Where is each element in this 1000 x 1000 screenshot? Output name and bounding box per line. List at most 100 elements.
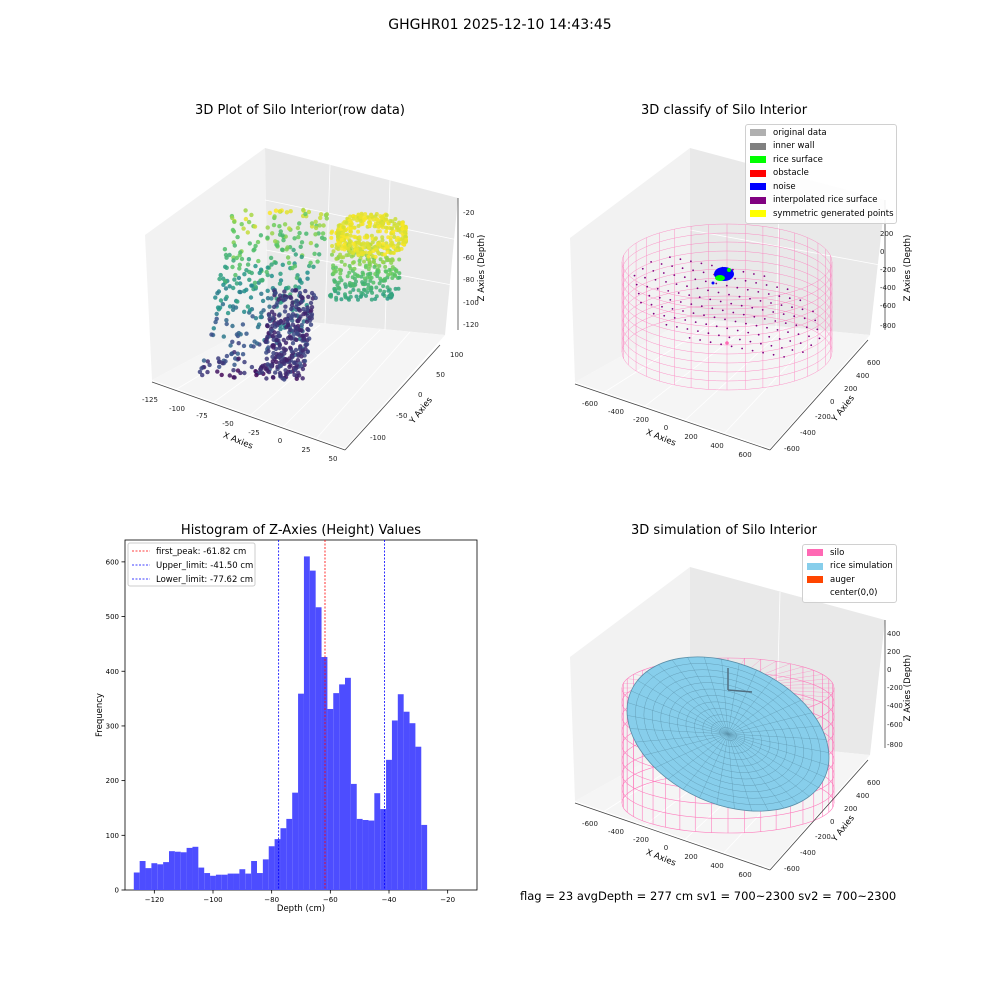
- histogram-title: Histogram of Z-Axies (Height) Values: [180, 523, 422, 538]
- raw-xtick: 25: [302, 446, 311, 454]
- x-tick-label: −60: [323, 896, 338, 904]
- histogram-bar: [380, 809, 387, 890]
- classify-ytick: 400: [856, 372, 869, 380]
- histogram-bar: [386, 759, 392, 890]
- sim-xtick: 400: [710, 862, 723, 870]
- classify-ytick: 200: [844, 385, 857, 393]
- y-tick-label: 100: [106, 832, 119, 840]
- classify-xtick: 0: [664, 424, 668, 432]
- sim-ztick: -800: [887, 741, 903, 749]
- sim-ztick: 0: [887, 666, 891, 674]
- raw-ztick: -20: [463, 209, 474, 217]
- classify-plot-title: 3D classify of Silo Interior: [640, 103, 808, 118]
- raw-ztick: -40: [463, 232, 474, 240]
- histogram-bar: [215, 874, 222, 890]
- y-tick-label: 300: [106, 722, 119, 730]
- histogram-bar: [198, 867, 205, 890]
- histogram-ylabel: Frequency: [95, 693, 105, 737]
- legend-swatch: [750, 156, 766, 164]
- histogram-bar: [262, 859, 269, 890]
- histogram-bar: [286, 818, 293, 890]
- sim-ztick: 400: [887, 630, 900, 638]
- histogram-bar: [180, 852, 187, 890]
- histogram-bar: [151, 863, 158, 890]
- raw-ztick: -80: [463, 276, 474, 284]
- histogram-bar: [315, 607, 322, 890]
- histogram-bar: [292, 792, 299, 890]
- interpolated-surface-points: [633, 256, 821, 358]
- histogram-legend: first_peak: -61.82 cm Upper_limit: -41.5…: [127, 542, 256, 587]
- histogram-bar: [186, 847, 193, 890]
- raw-ytick: -100: [370, 434, 386, 442]
- sim-ztick: -600: [887, 721, 903, 729]
- classify-ytick: -200: [815, 413, 831, 421]
- classify-ztick: -400: [880, 284, 896, 292]
- x-tick-label: −40: [382, 896, 397, 904]
- histogram-chart: −120 −100 −80 −60 −40 −20 0 100 200 300 400 500 600…: [95, 539, 478, 914]
- histogram-bar: [280, 828, 287, 890]
- classify-ytick: 600: [867, 359, 880, 367]
- sim-xtick: -600: [582, 820, 598, 828]
- classify-xtick: -400: [608, 408, 624, 416]
- histogram-bar: [233, 873, 240, 890]
- summary-info-text: flag = 23 avgDepth = 277 cm sv1 = 700~23…: [520, 889, 897, 903]
- classify-ztick: 200: [880, 230, 893, 238]
- rice-surface-cluster: [711, 267, 734, 345]
- classify-ytick: -600: [784, 445, 800, 453]
- raw-axes-panes: [145, 148, 458, 448]
- legend-entry-noise: noise: [746, 180, 896, 194]
- raw-ylabel: Y Axies: [407, 395, 435, 427]
- legend-entry-center: center(0,0): [803, 587, 896, 601]
- sim-xtick: 600: [738, 871, 751, 879]
- legend-entry-original-data: original data: [746, 126, 896, 140]
- sim-ytick: 200: [844, 805, 857, 813]
- histogram-bar: [362, 820, 369, 890]
- histogram-bar: [274, 839, 281, 890]
- histogram-bar: [403, 711, 410, 890]
- histogram-bar: [192, 846, 199, 890]
- histogram-bar: [409, 723, 416, 890]
- sim-xlabel: X Axies: [644, 848, 677, 869]
- raw-plot-title: 3D Plot of Silo Interior(row data): [195, 103, 405, 118]
- classify-xtick: -600: [582, 400, 598, 408]
- raw-ytick: -50: [396, 412, 407, 420]
- x-tick-label: −20: [440, 896, 455, 904]
- legend-swatch: [807, 589, 823, 597]
- sim-ztick: -400: [887, 702, 903, 710]
- legend-entry-rice-surface: rice surface: [746, 153, 896, 167]
- histogram-bar: [374, 793, 381, 890]
- classify-xtick: 600: [738, 451, 751, 459]
- histogram-bar: [397, 694, 404, 890]
- simulation-legend: silo rice simulation auger center(0,0): [802, 544, 897, 603]
- legend-entry-obstacle: obstacle: [746, 167, 896, 181]
- legend-entry-inner-wall: inner wall: [746, 140, 896, 154]
- histogram-bars: [133, 556, 428, 890]
- classify-ytick: -400: [800, 429, 816, 437]
- classify-ytick: 0: [830, 398, 834, 406]
- histogram-reference-lines: [278, 540, 386, 890]
- raw-ytick: 100: [450, 351, 463, 359]
- histogram-bar: [415, 746, 422, 890]
- x-tick-label: −120: [145, 896, 164, 904]
- legend-entry-rice-simulation: rice simulation: [803, 560, 896, 574]
- histogram-bar: [356, 818, 363, 890]
- histogram-bar: [309, 570, 316, 890]
- sim-ytick: 600: [867, 779, 880, 787]
- histogram-bar: [133, 872, 140, 890]
- sim-xtick: -400: [608, 828, 624, 836]
- sim-ytick: -600: [784, 865, 800, 873]
- classify-xtick: 400: [710, 442, 723, 450]
- histogram-bar: [145, 868, 152, 890]
- sim-ztick: -200: [887, 684, 903, 692]
- classify-silo-wireframe: [621, 223, 833, 391]
- legend-swatch: [750, 196, 766, 204]
- classify-ztick: -200: [880, 266, 896, 274]
- legend-upper-limit: Upper_limit: -41.50 cm: [156, 561, 253, 571]
- classify-xlabel: X Axies: [644, 428, 677, 449]
- legend-swatch: [807, 549, 823, 557]
- raw-xtick: -100: [169, 405, 185, 413]
- sim-ytick: -200: [815, 833, 831, 841]
- raw-ytick: 50: [436, 371, 445, 379]
- legend-swatch: [807, 576, 823, 584]
- histogram-bar: [345, 677, 351, 890]
